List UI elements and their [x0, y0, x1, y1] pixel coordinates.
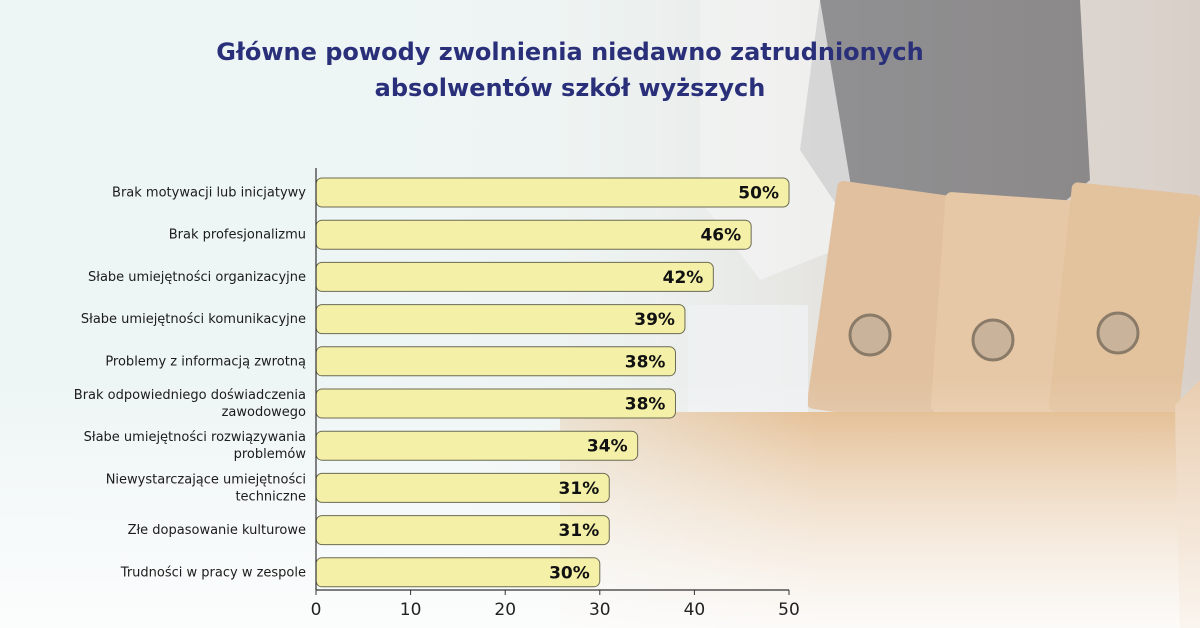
x-tick-label: 50	[778, 600, 800, 620]
bar	[315, 388, 676, 419]
data-label: 31%	[559, 479, 600, 499]
category-label: zawodowego	[222, 405, 306, 420]
data-label: 50%	[738, 184, 779, 204]
x-tick-label: 30	[589, 600, 611, 620]
data-label: 39%	[634, 310, 675, 330]
category-label: Problemy z informacją zwrotną	[105, 354, 306, 369]
bar	[315, 261, 714, 292]
data-label: 38%	[625, 395, 666, 415]
category-label: Słabe umiejętności komunikacyjne	[81, 312, 306, 327]
data-label: 46%	[700, 226, 741, 246]
category-label: Trudności w pracy w zespole	[120, 565, 306, 580]
bar	[315, 346, 676, 377]
data-label: 30%	[549, 563, 590, 583]
category-label: Brak profesjonalizmu	[169, 228, 306, 243]
x-tick-label: 40	[684, 600, 706, 620]
bar	[315, 177, 790, 208]
data-label: 34%	[587, 437, 628, 457]
chart-title-line-2: absolwentów szkół wyższych	[374, 74, 766, 102]
category-label: problemów	[234, 447, 307, 462]
data-label: 38%	[625, 352, 666, 372]
x-tick-label: 10	[400, 600, 422, 620]
chart-title-line-1: Główne powody zwolnienia niedawno zatrud…	[216, 38, 924, 66]
category-label: Słabe umiejętności rozwiązywania	[84, 430, 306, 445]
category-label: Niewystarczające umiejętności	[106, 472, 306, 487]
category-label: Brak motywacji lub inicjatywy	[112, 186, 306, 201]
data-label: 42%	[663, 268, 704, 288]
chart-title: Główne powody zwolnienia niedawno zatrud…	[0, 34, 1140, 106]
category-label: Brak odpowiedniego doświadczenia	[74, 388, 306, 403]
category-label: techniczne	[235, 489, 306, 504]
x-tick-label: 20	[494, 600, 516, 620]
bar	[315, 219, 752, 250]
category-label: Złe dopasowanie kulturowe	[128, 523, 306, 538]
bar	[315, 304, 686, 335]
category-label: Słabe umiejętności organizacyjne	[88, 270, 306, 285]
data-label: 31%	[559, 521, 600, 541]
x-tick-label: 0	[311, 600, 322, 620]
